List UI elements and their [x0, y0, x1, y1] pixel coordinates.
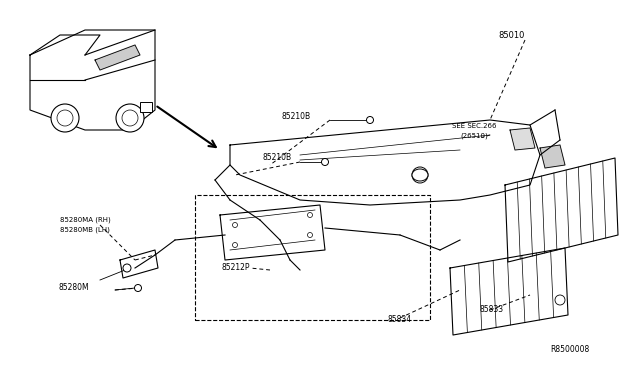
Text: 85280MB (LH): 85280MB (LH)	[60, 227, 110, 233]
Text: R8500008: R8500008	[550, 346, 589, 355]
Text: 85280MA (RH): 85280MA (RH)	[60, 217, 111, 223]
Circle shape	[232, 222, 237, 228]
Circle shape	[367, 116, 374, 124]
Text: 85210B: 85210B	[263, 153, 292, 161]
Polygon shape	[540, 145, 565, 168]
Text: 85212P: 85212P	[222, 263, 250, 273]
Text: 85833: 85833	[480, 305, 504, 314]
Circle shape	[134, 285, 141, 292]
Polygon shape	[95, 45, 140, 70]
Circle shape	[412, 167, 428, 183]
Text: 85010: 85010	[498, 31, 524, 39]
Circle shape	[116, 104, 144, 132]
Text: 85280M: 85280M	[58, 283, 88, 292]
Circle shape	[321, 158, 328, 166]
Circle shape	[307, 212, 312, 218]
Ellipse shape	[412, 169, 428, 181]
Circle shape	[555, 295, 565, 305]
Circle shape	[57, 110, 73, 126]
Bar	[140, 102, 152, 112]
Circle shape	[123, 264, 131, 272]
Circle shape	[51, 104, 79, 132]
Text: 85210B: 85210B	[282, 112, 311, 121]
Circle shape	[307, 232, 312, 237]
Text: SEE SEC.266: SEE SEC.266	[452, 123, 497, 129]
Text: (26510): (26510)	[460, 133, 488, 139]
Circle shape	[122, 110, 138, 126]
Bar	[195, 195, 430, 320]
Circle shape	[232, 243, 237, 247]
Text: 85834: 85834	[388, 315, 412, 324]
Polygon shape	[510, 128, 535, 150]
